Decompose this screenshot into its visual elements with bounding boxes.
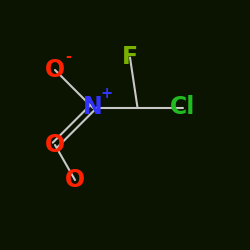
Text: N: N [82, 96, 102, 120]
Text: -: - [66, 49, 72, 64]
Text: Cl: Cl [170, 96, 195, 120]
Text: O: O [45, 58, 65, 82]
Text: +: + [100, 86, 112, 101]
Text: O: O [65, 168, 85, 192]
Text: O: O [45, 133, 65, 157]
Text: F: F [122, 46, 138, 70]
